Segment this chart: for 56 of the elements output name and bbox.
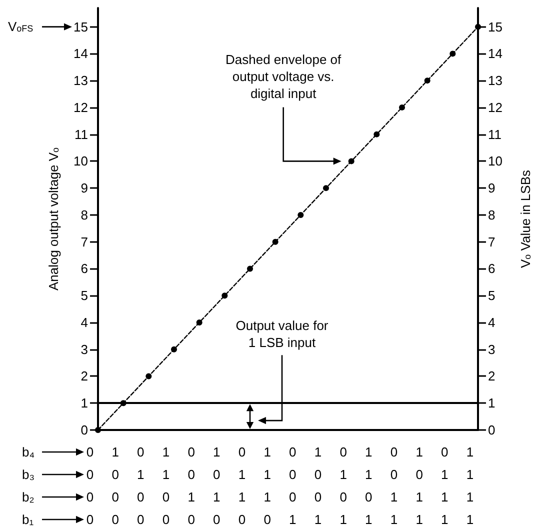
text: b₁ 0 0 0 0 0 0 0 0 1 1 1 1 1 1 1 1 [22,512,474,527]
text: b₃ 0 0 1 1 0 0 1 1 0 0 1 1 0 0 1 1 [22,467,474,482]
y-tick-label: 14 [74,46,88,62]
text: b₄ 0 1 0 1 0 1 0 1 0 1 0 1 0 1 0 1 [22,444,474,460]
y2-tick-label: 13 [488,73,502,88]
point [272,238,278,245]
y-tick-label: 4 [80,314,88,330]
point [424,78,430,84]
y-tick-label: 10 [74,154,88,169]
y2-tick-label: 9 [488,180,496,196]
point [298,212,304,218]
y2-tick-label: 7 [488,234,496,250]
point [146,373,152,380]
y-tick-label: 2 [80,368,88,384]
y-tick-label: 13 [74,73,88,88]
y-tick-label: 11 [74,126,88,142]
y2-tick-label: 0 [488,422,496,438]
point [475,24,481,30]
y-tick-label: 12 [74,100,88,115]
y2-tick-label: 15 [488,19,502,34]
point [323,185,329,192]
y2-tick-label: 3 [488,342,496,357]
y2-tick-label: 14 [488,46,502,62]
y-tick-label: 5 [80,288,88,304]
text: VoFS [8,18,34,34]
y2-tick-label: 4 [488,314,496,330]
y-tick-label: 3 [80,342,88,357]
annotation: Output value for 1 LSB input [236,318,329,350]
y-tick-label: 6 [80,261,88,276]
point [450,50,456,57]
point [95,427,101,433]
y2-tick-label: 2 [488,368,496,384]
annotation: Dashed envelope of output voltage vs. digital input [226,52,342,102]
point [247,266,253,272]
y-tick-label: 8 [80,207,88,222]
y-tick-label: 9 [80,180,88,196]
y-tick-label: 15 [74,19,88,34]
y2-tick-label: 11 [488,126,502,142]
point [222,292,228,299]
y-tick-label: 1 [80,396,88,411]
y2-tick-label: 5 [488,288,496,304]
y2-tick-label: 1 [488,396,496,411]
y2-tick-label: 8 [488,207,496,222]
point [171,346,177,352]
point [196,319,202,326]
point [374,131,380,138]
y2-axis-title: Vo Value in LSBs [518,170,533,268]
y2-tick-label: 6 [488,261,496,276]
y-axis-title: Analog output voltage Vo [46,147,61,291]
y-tick-label: 7 [80,234,88,250]
y-tick-label: 0 [80,422,88,438]
point [399,104,405,110]
text: b₂ 0 0 0 0 1 1 1 1 0 0 0 0 1 1 1 1 [22,490,474,504]
y2-tick-label: 12 [488,100,502,115]
y2-tick-label: 10 [488,154,502,169]
point [348,158,354,164]
